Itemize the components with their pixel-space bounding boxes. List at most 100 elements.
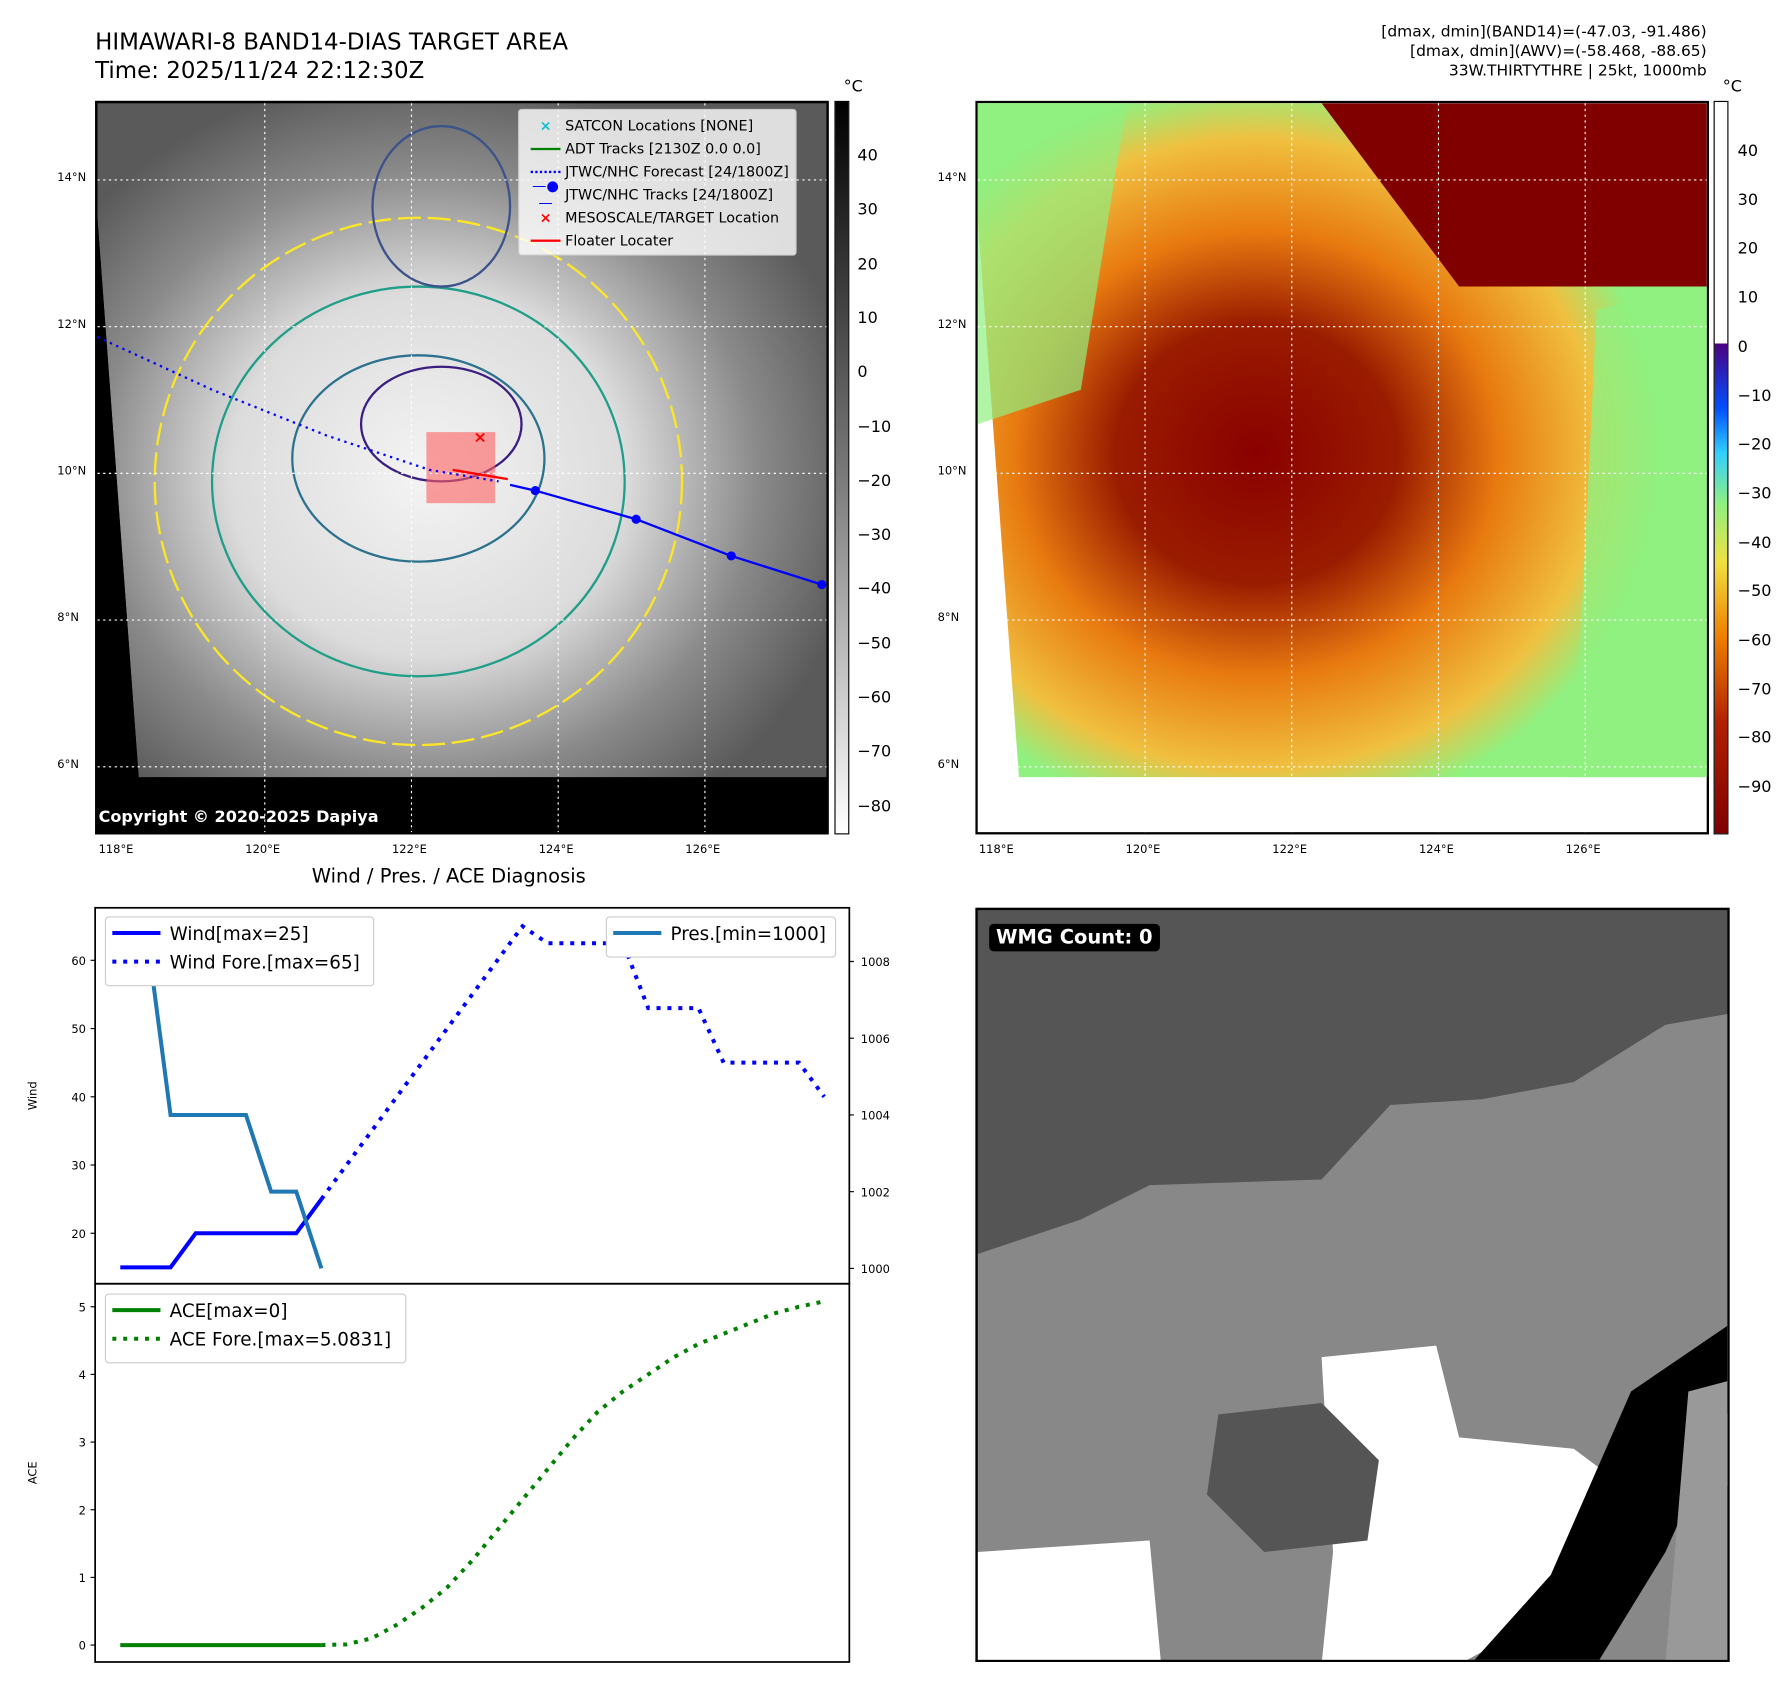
legend-label: Pres.[min=1000]	[671, 924, 826, 945]
awv-map-panel	[975, 100, 1709, 835]
colorbar-tick: −80	[1737, 729, 1772, 748]
y-tick-label: 3	[79, 1436, 86, 1450]
line-green-icon	[526, 139, 565, 156]
copyright: Copyright © 2020-2025 Dapiya	[98, 808, 379, 827]
diagnosis-chart: 203040506010001002100410061008WindPressu…	[26, 906, 890, 1663]
colorbar-tick: −60	[1737, 631, 1772, 650]
legend-tracks: —●— JTWC/NHC Tracks [24/1800Z]	[526, 177, 789, 211]
y2-tick-label: 1002	[861, 1185, 890, 1199]
colorbar-tick: −30	[857, 526, 892, 545]
dotted-blue-icon	[526, 162, 565, 179]
y2-tick-label: 1006	[861, 1032, 890, 1046]
awv-map-image	[977, 103, 1707, 833]
y-tick-label: 0	[79, 1639, 86, 1653]
colorbar-tick: 20	[1737, 240, 1759, 259]
y-tick-label: 30	[71, 1159, 86, 1173]
colorbar-tick: 10	[1737, 288, 1759, 308]
map-legend: × SATCON Locations [NONE] ADT Tracks [213…	[518, 108, 797, 256]
legend-adt: ADT Tracks [2130Z 0.0 0.0]	[526, 136, 789, 159]
stats-block: [dmax, dmin](BAND14)=(-47.03, -91.486) […	[1381, 23, 1706, 81]
series-line-1	[321, 1299, 825, 1648]
chart-title: Wind / Pres. / ACE Diagnosis	[311, 865, 586, 889]
colorbar-tick: 0	[857, 363, 868, 382]
y2-tick-label: 1008	[861, 955, 890, 969]
legend-label: JTWC/NHC Tracks [24/1800Z]	[565, 185, 774, 203]
chart-legend	[104, 916, 375, 987]
legend-label: ACE Fore.[max=5.0831]	[170, 1330, 391, 1351]
legend-target: × MESOSCALE/TARGET Location	[526, 205, 789, 228]
colorbar-tick: 0	[1737, 337, 1748, 357]
lat-label: 10°N	[57, 465, 87, 478]
legend-label: SATCON Locations [NONE]	[565, 116, 754, 134]
lon-label: 120°E	[1125, 843, 1161, 857]
lon-label: 122°E	[1272, 843, 1308, 857]
forecast-track	[97, 335, 499, 483]
colorbar-tick: −40	[1737, 533, 1772, 553]
y-tick-label: 4	[79, 1368, 86, 1382]
legend-floater: Floater Locater	[526, 228, 789, 251]
legend-satcon: × SATCON Locations [NONE]	[526, 113, 789, 136]
legend-forecast: JTWC/NHC Forecast [24/1800Z]	[526, 159, 789, 182]
x-cyan-icon: ×	[539, 116, 552, 134]
series-line-1	[319, 923, 826, 1201]
colorbar-tick: 20	[857, 255, 878, 274]
y-tick-label: 5	[79, 1300, 86, 1314]
lon-label: 124°E	[538, 843, 574, 857]
ir-map-image: ×	[97, 103, 827, 833]
stats-band14: [dmax, dmin](BAND14)=(-47.03, -91.486)	[1381, 22, 1707, 42]
series-line-0	[120, 1197, 324, 1270]
ir-colorbar	[834, 100, 850, 835]
colorbar-tick: 30	[857, 200, 878, 220]
wmg-panel: WMG Count: 0	[975, 907, 1730, 1662]
y-tick-label: 40	[71, 1090, 86, 1104]
colorbar-tick: −70	[857, 743, 892, 762]
colorbar-tick: −40	[857, 580, 892, 599]
stats-storm: 33W.THIRTYTHRE | 25kt, 1000mb	[1448, 61, 1707, 81]
y2-tick-label: 1004	[861, 1109, 890, 1123]
legend-label: JTWC/NHC Forecast [24/1800Z]	[565, 162, 789, 180]
ir-colorbar-unit: °C	[843, 77, 863, 97]
lat-label: 8°N	[937, 612, 960, 625]
x-red-icon: ×	[539, 208, 552, 226]
y-axis-label: Wind	[26, 1081, 40, 1110]
wmg-image	[977, 1014, 1728, 1660]
legend-label: Wind[max=25]	[170, 924, 309, 945]
floater-locater	[452, 468, 508, 481]
colorbar-tick: −50	[1737, 582, 1772, 601]
lon-label: 122°E	[392, 843, 427, 857]
lat-label: 10°N	[937, 465, 967, 478]
colorbar-tick: 10	[857, 309, 878, 328]
series-line-2	[120, 921, 324, 1270]
y-axis-label: ACE	[26, 1461, 40, 1484]
line-red-icon	[526, 231, 565, 248]
plot-frame	[94, 1282, 851, 1663]
colorbar-tick: −70	[1737, 680, 1772, 699]
legend-label: ADT Tracks [2130Z 0.0 0.0]	[565, 139, 761, 157]
stats-awv: [dmax, dmin](AWV)=(-58.468, -88.65)	[1410, 42, 1707, 61]
colorbar-tick: 30	[1737, 191, 1759, 210]
colorbar-tick: 40	[857, 146, 878, 166]
lat-label: 6°N	[937, 758, 960, 772]
lon-label: 126°E	[1565, 843, 1601, 857]
legend-label: Wind Fore.[max=65]	[170, 953, 360, 974]
colorbar-tick: −60	[857, 688, 892, 708]
legend-label: MESOSCALE/TARGET Location	[565, 208, 780, 226]
colorbar-tick: 40	[1737, 142, 1759, 161]
lat-label: 14°N	[937, 171, 967, 185]
colorbar-tick: −50	[857, 634, 892, 653]
colorbar-tick: −30	[1737, 484, 1772, 504]
colorbar-tick: −20	[1737, 435, 1772, 455]
lat-label: 12°N	[57, 318, 87, 332]
lat-label: 6°N	[57, 758, 79, 772]
lat-label: 8°N	[57, 612, 79, 625]
lat-label: 14°N	[57, 171, 87, 185]
y-tick-label: 20	[71, 1227, 86, 1241]
wmg-count-badge: WMG Count: 0	[989, 923, 1160, 952]
y-tick-label: 60	[71, 954, 86, 968]
figure-time: Time: 2025/11/24 22:12:30Z	[95, 56, 425, 84]
lat-label: 12°N	[937, 318, 967, 332]
colorbar-tick: −80	[857, 797, 892, 816]
figure-title: HIMAWARI-8 BAND14-DIAS TARGET AREA	[95, 27, 569, 56]
legend-label: Floater Locater	[565, 230, 674, 249]
lon-label: 124°E	[1418, 843, 1454, 857]
